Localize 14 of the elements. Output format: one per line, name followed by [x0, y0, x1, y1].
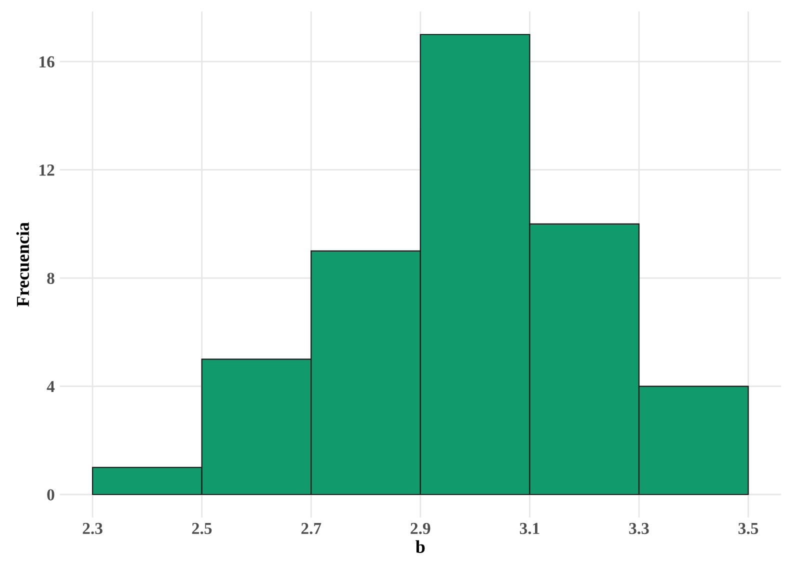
x-tick-label: 2.7 — [301, 522, 322, 534]
x-tick-label: 2.3 — [82, 522, 102, 534]
x-tick-label: 3.3 — [629, 522, 649, 534]
y-tick-label: 12 — [40, 164, 54, 176]
y-tick-label: 4 — [46, 381, 55, 392]
x-tick-label: 2.9 — [410, 522, 430, 534]
y-tick-label: 16 — [40, 56, 54, 68]
y-axis-title: Frecuencia — [16, 222, 30, 307]
x-axis-title: b — [416, 540, 425, 553]
x-tick-label: 3.5 — [738, 522, 758, 534]
y-tick-label: 0 — [47, 489, 54, 500]
y-tick-label: 8 — [47, 272, 54, 284]
x-tick-label: 2.5 — [192, 522, 212, 534]
x-tick-label: 3.1 — [520, 522, 540, 534]
